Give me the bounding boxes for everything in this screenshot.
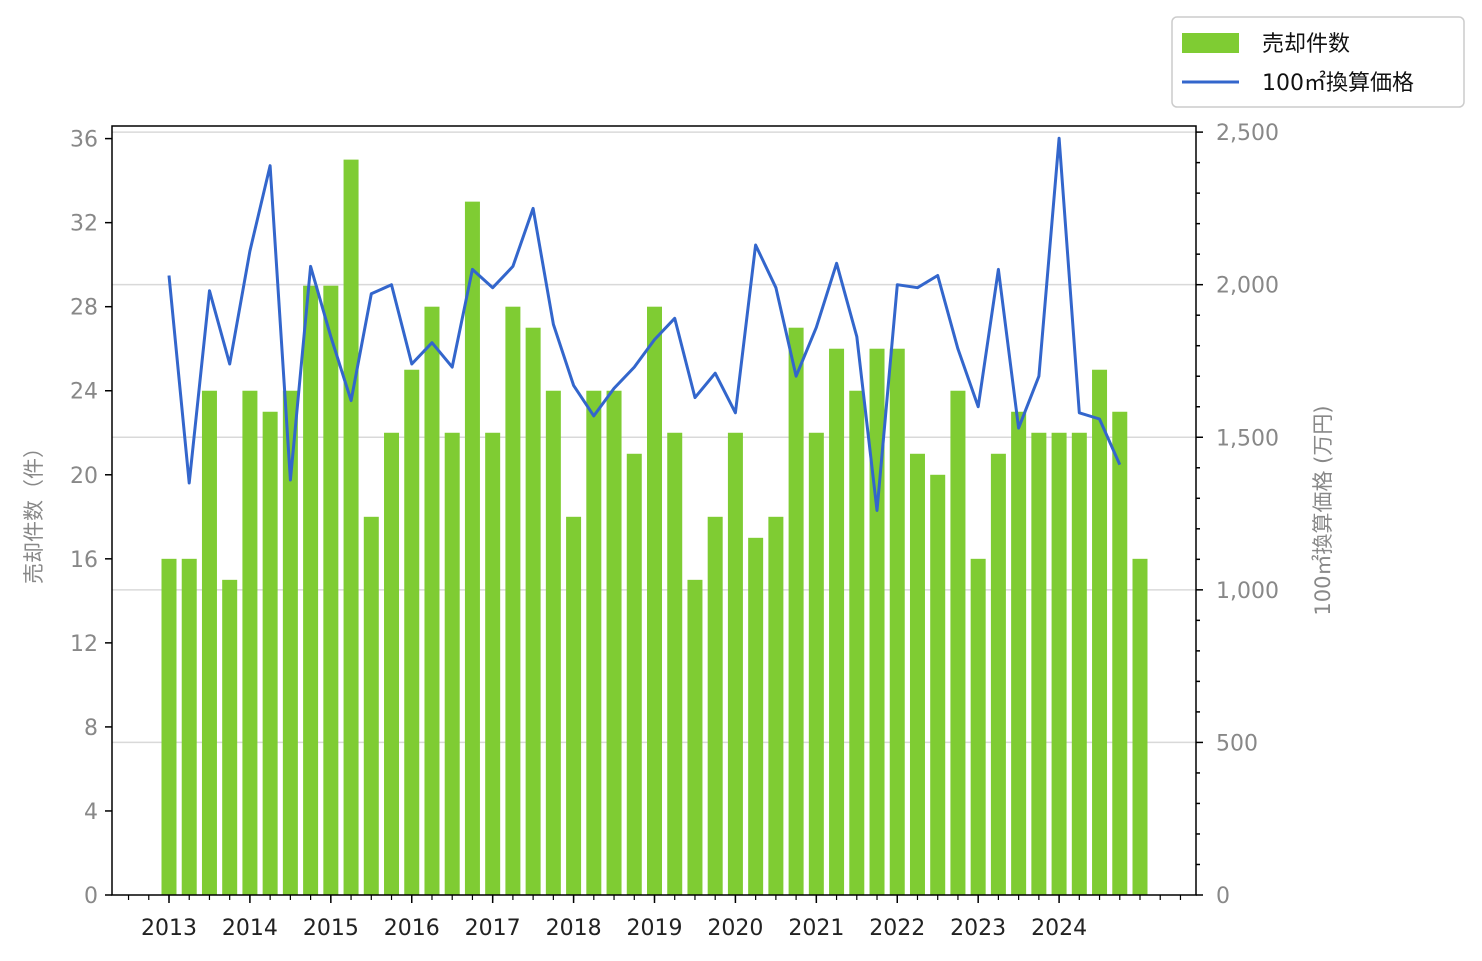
bar [768, 516, 784, 895]
bar [1092, 369, 1108, 895]
bar [242, 390, 258, 895]
x-tick-label: 2018 [546, 916, 602, 941]
right-tick-label: 1,500 [1216, 426, 1279, 451]
bar [262, 411, 278, 895]
bar [950, 390, 966, 895]
x-tick-label: 2013 [141, 916, 197, 941]
x-tick-label: 2015 [303, 916, 359, 941]
left-tick-label: 16 [70, 548, 98, 573]
bar [505, 306, 521, 896]
line-series [167, 136, 1122, 512]
bar [1051, 432, 1067, 895]
bar [647, 306, 662, 896]
bar [464, 201, 480, 895]
legend-line-label: 100㎡換算価格 [1262, 70, 1414, 96]
right-y-axis: 0 500 1,000 1,500 2,000 2,500 [1196, 121, 1279, 909]
x-axis: 2013 2014 2015 2016 2017 2018 2019 2020 2021 2022… [127, 895, 1182, 941]
right-axis-title: 100㎡換算価格 (万円) [1311, 405, 1335, 615]
left-tick-label: 12 [70, 632, 98, 657]
bar [687, 579, 703, 895]
bar [586, 390, 602, 895]
bar [566, 516, 582, 895]
left-tick-label: 36 [70, 128, 98, 153]
bar [970, 558, 986, 895]
bar [343, 159, 359, 895]
bar [323, 285, 339, 895]
bar [727, 432, 743, 895]
bar [606, 390, 622, 895]
right-tick-label: 500 [1216, 731, 1258, 756]
x-tick-label: 2014 [222, 916, 278, 941]
bar [1132, 558, 1148, 895]
bar [1071, 432, 1087, 895]
bar [181, 558, 197, 895]
left-tick-label: 8 [84, 716, 98, 741]
left-axis-title: 売却件数（件） [22, 437, 46, 584]
bar-series [161, 159, 1148, 896]
bar [788, 327, 804, 895]
x-tick-label: 2017 [465, 916, 521, 941]
bar [667, 432, 683, 895]
x-tick-label: 2021 [788, 916, 844, 941]
x-tick-label: 2022 [869, 916, 925, 941]
left-tick-label: 4 [84, 800, 98, 825]
bar [384, 432, 400, 895]
bar [424, 306, 440, 896]
left-tick-label: 24 [70, 380, 98, 405]
legend-bar-swatch [1182, 33, 1239, 53]
right-tick-label: 1,000 [1216, 579, 1279, 604]
bar [201, 390, 217, 895]
bar [545, 390, 561, 895]
x-tick-label: 2024 [1031, 916, 1087, 941]
left-tick-label: 20 [70, 464, 98, 489]
bar [808, 432, 824, 895]
bar [909, 453, 925, 895]
bar [626, 453, 642, 895]
x-tick-label: 2016 [384, 916, 440, 941]
left-y-axis: 0 4 8 12 16 20 24 28 32 36 [70, 128, 112, 909]
right-tick-label: 2,000 [1216, 274, 1279, 299]
legend: 売却件数 100㎡換算価格 [1171, 16, 1465, 108]
bar [444, 432, 460, 895]
bar [869, 348, 885, 896]
bar [829, 348, 845, 896]
bar [748, 537, 764, 895]
bar [303, 285, 319, 895]
bar [222, 579, 238, 895]
bar [485, 432, 501, 895]
left-tick-label: 32 [70, 212, 98, 237]
bar [363, 516, 379, 895]
bar [930, 474, 946, 895]
x-tick-label: 2020 [707, 916, 763, 941]
x-tick-label: 2019 [627, 916, 683, 941]
bar [525, 327, 541, 895]
bar [990, 453, 1006, 895]
bar [282, 390, 298, 895]
legend-bar-label: 売却件数 [1262, 32, 1350, 57]
left-tick-label: 28 [70, 296, 98, 321]
bar [1112, 411, 1128, 895]
bar [1011, 411, 1027, 895]
right-tick-label: 0 [1216, 884, 1230, 909]
right-tick-label: 2,500 [1216, 121, 1279, 146]
bar [889, 348, 905, 896]
bar [404, 369, 420, 895]
bar [707, 516, 723, 895]
price-line [167, 136, 1122, 512]
bar [1031, 432, 1047, 895]
bar [161, 558, 177, 895]
left-tick-label: 0 [84, 884, 98, 909]
x-tick-label: 2023 [950, 916, 1006, 941]
legend-box [1171, 16, 1465, 108]
bar [849, 390, 865, 895]
